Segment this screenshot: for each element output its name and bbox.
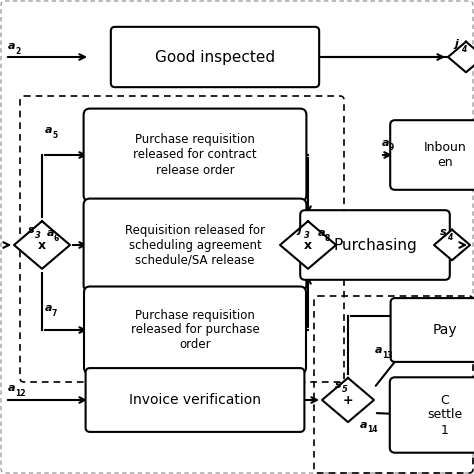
Text: j: j (454, 39, 458, 49)
Text: a: a (8, 41, 16, 51)
Text: C
settle
1: C settle 1 (428, 393, 463, 437)
Text: 5: 5 (342, 385, 348, 394)
Text: a: a (360, 420, 367, 430)
FancyBboxPatch shape (300, 210, 450, 280)
Polygon shape (448, 42, 474, 73)
Text: s: s (440, 227, 447, 237)
Text: 3: 3 (35, 230, 41, 239)
Text: 7: 7 (52, 309, 57, 318)
Text: a: a (45, 125, 53, 135)
Text: a: a (8, 383, 16, 393)
Text: a: a (45, 303, 53, 313)
Text: Purchasing: Purchasing (333, 237, 417, 253)
FancyBboxPatch shape (390, 377, 474, 453)
Text: x: x (304, 238, 312, 252)
Text: 2: 2 (15, 46, 20, 55)
Text: 12: 12 (15, 389, 26, 398)
Text: s: s (335, 380, 342, 390)
Text: Requisition released for
scheduling agreement
schedule/SA release: Requisition released for scheduling agre… (125, 224, 265, 266)
Text: 4: 4 (461, 45, 466, 54)
Text: Good inspected: Good inspected (155, 49, 275, 64)
FancyBboxPatch shape (83, 199, 306, 292)
Polygon shape (434, 230, 470, 260)
Text: x: x (38, 238, 46, 252)
Text: 3: 3 (304, 230, 310, 239)
Text: +: + (343, 393, 353, 407)
Text: 8: 8 (325, 234, 330, 243)
Text: a: a (382, 138, 390, 148)
Text: 5: 5 (52, 130, 57, 139)
Text: Pay: Pay (433, 323, 457, 337)
FancyBboxPatch shape (86, 368, 304, 432)
FancyBboxPatch shape (391, 298, 474, 362)
FancyBboxPatch shape (390, 120, 474, 190)
Polygon shape (14, 221, 70, 269)
Text: Purchase requisition
released for purchase
order: Purchase requisition released for purcha… (131, 309, 259, 352)
Text: a: a (318, 228, 326, 238)
Text: j: j (297, 225, 301, 235)
Text: s: s (28, 225, 35, 235)
Polygon shape (322, 378, 374, 422)
Text: 14: 14 (367, 426, 377, 435)
Text: Inboun
en: Inboun en (424, 141, 466, 169)
Polygon shape (280, 221, 336, 269)
Text: 13: 13 (382, 350, 392, 359)
FancyBboxPatch shape (83, 109, 306, 201)
FancyBboxPatch shape (111, 27, 319, 87)
FancyBboxPatch shape (84, 286, 306, 374)
Text: a: a (375, 345, 383, 355)
Text: 6: 6 (54, 234, 59, 243)
Text: 9: 9 (389, 144, 394, 153)
Text: Invoice verification: Invoice verification (129, 393, 261, 407)
Text: a: a (47, 228, 55, 238)
Text: Purchase requisition
released for contract
release order: Purchase requisition released for contra… (133, 134, 257, 176)
Text: 4: 4 (447, 233, 452, 241)
